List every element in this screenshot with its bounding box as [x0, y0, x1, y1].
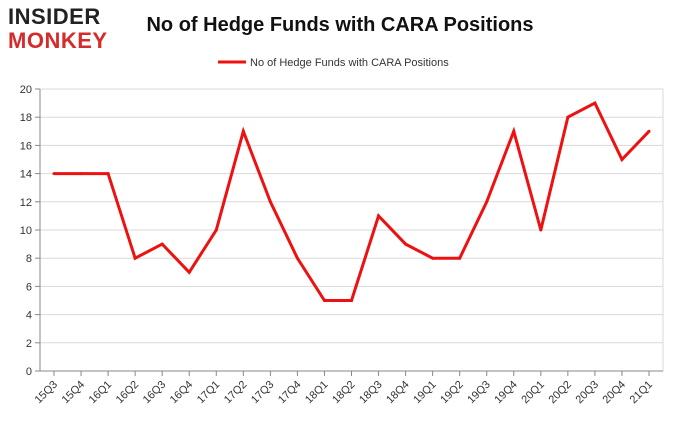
- x-tick-label: 18Q4: [384, 379, 412, 407]
- data-point: [566, 115, 570, 119]
- y-tick-label: 16: [20, 140, 32, 152]
- x-tick-label: 21Q1: [628, 379, 656, 407]
- logo-text-monkey: MONKEY: [8, 28, 108, 53]
- data-point: [79, 172, 83, 176]
- x-tick-label: 17Q3: [249, 379, 277, 407]
- x-tick-label: 20Q4: [601, 379, 629, 407]
- y-tick-label: 8: [26, 253, 32, 265]
- insider-monkey-logo: INSIDER MONKEY: [8, 6, 128, 56]
- x-tick-label: 18Q2: [330, 379, 358, 407]
- y-tick-label: 10: [20, 225, 32, 237]
- data-point: [52, 172, 56, 176]
- x-tick-label: 19Q3: [465, 379, 493, 407]
- y-tick-label: 20: [20, 84, 32, 96]
- data-point: [187, 270, 191, 274]
- x-tick-label: 17Q4: [276, 379, 304, 407]
- legend: No of Hedge Funds with CARA Positions: [218, 57, 449, 69]
- data-point: [241, 129, 245, 133]
- x-tick-label: 19Q1: [411, 379, 439, 407]
- data-point: [539, 228, 543, 232]
- data-point: [106, 172, 110, 176]
- data-point: [458, 256, 462, 260]
- data-point: [647, 129, 651, 133]
- x-tick-label: 16Q4: [168, 379, 196, 407]
- x-tick-label: 15Q3: [33, 379, 61, 407]
- x-tick-label: 18Q3: [357, 379, 385, 407]
- data-point: [214, 228, 218, 232]
- data-point: [133, 256, 137, 260]
- data-point: [593, 101, 597, 105]
- x-tick-label: 20Q3: [574, 379, 602, 407]
- x-tick-label: 20Q2: [546, 379, 574, 407]
- y-tick-label: 0: [26, 366, 32, 378]
- data-point: [485, 200, 489, 204]
- data-point: [350, 299, 353, 302]
- data-point: [322, 299, 326, 302]
- y-tick-label: 18: [20, 112, 32, 124]
- data-point: [160, 242, 164, 246]
- y-tick-label: 12: [20, 197, 32, 209]
- data-point: [512, 129, 516, 133]
- data-point: [295, 256, 299, 260]
- data-point: [377, 214, 381, 218]
- x-tick-label: 16Q3: [141, 379, 169, 407]
- x-tick-label: 16Q2: [114, 379, 142, 407]
- x-tick-label: 19Q2: [438, 379, 466, 407]
- y-tick-label: 2: [26, 338, 32, 350]
- y-tick-label: 4: [26, 310, 32, 322]
- legend-label: No of Hedge Funds with CARA Positions: [250, 57, 449, 69]
- data-point: [620, 158, 624, 161]
- x-tick-label: 19Q4: [492, 379, 520, 407]
- data-point: [404, 242, 408, 246]
- x-tick-label: 17Q1: [195, 379, 223, 407]
- x-tick-label: 16Q1: [87, 379, 115, 407]
- x-tick-label: 17Q2: [222, 379, 250, 407]
- chart-title: No of Hedge Funds with CARA Positions: [146, 14, 534, 36]
- data-point: [268, 200, 272, 204]
- x-tick-label: 15Q4: [60, 379, 88, 407]
- data-point: [431, 256, 435, 260]
- y-tick-label: 14: [20, 169, 32, 181]
- x-tick-label: 20Q1: [519, 379, 547, 407]
- y-tick-label: 6: [26, 281, 32, 293]
- logo-text-insider: INSIDER: [8, 4, 101, 29]
- x-tick-label: 18Q1: [303, 379, 331, 407]
